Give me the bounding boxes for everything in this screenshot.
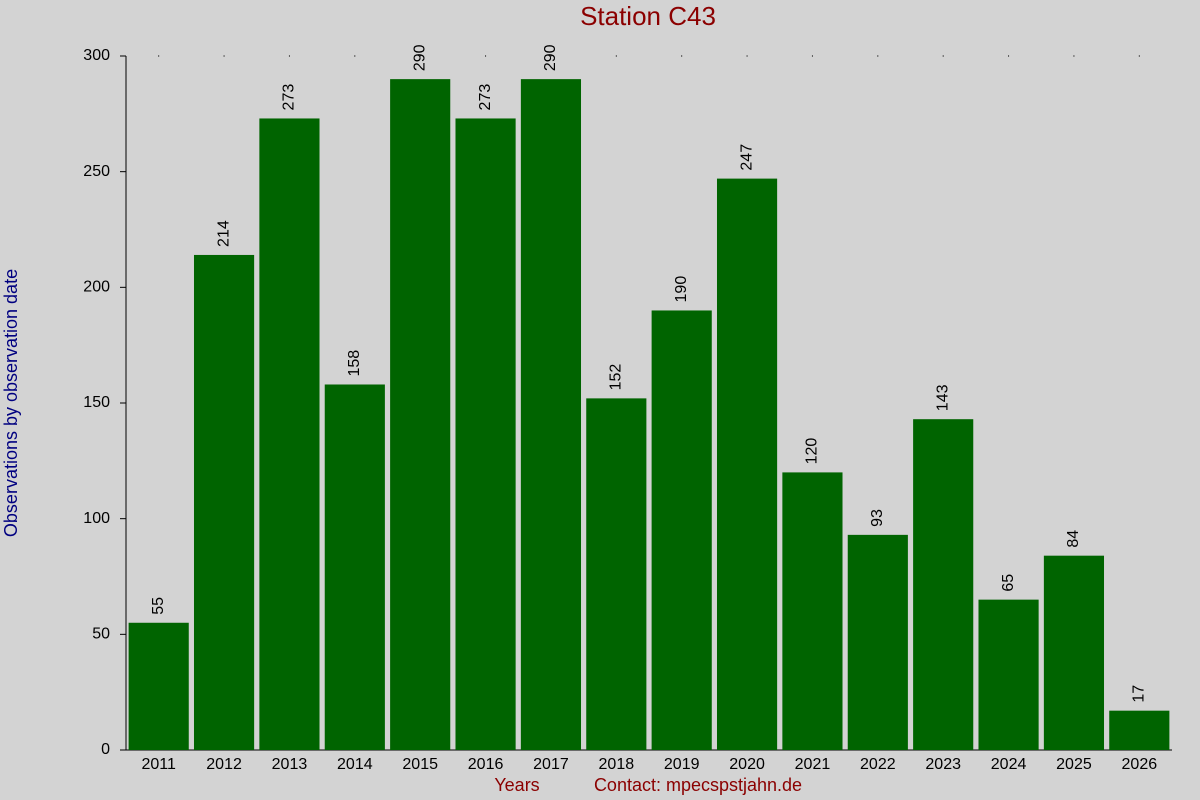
top-dot xyxy=(158,55,160,57)
x-tick-label: 2021 xyxy=(795,756,831,773)
x-tick-label: 2022 xyxy=(860,756,896,773)
bar xyxy=(847,534,908,750)
x-tick-label: 2013 xyxy=(272,756,308,773)
value-label: 65 xyxy=(1000,574,1017,592)
x-tick-label: 2016 xyxy=(468,756,504,773)
value-label: 143 xyxy=(934,384,951,411)
bar xyxy=(259,118,320,750)
x-tick-label: 2012 xyxy=(206,756,242,773)
x-axis-label: Years xyxy=(494,775,539,795)
y-tick-label: 100 xyxy=(83,510,110,527)
bar xyxy=(716,178,778,750)
bar xyxy=(978,599,1039,750)
x-tick-label: 2020 xyxy=(729,756,765,773)
value-label: 290 xyxy=(542,44,559,71)
x-tick-label: 2026 xyxy=(1122,756,1158,773)
x-tick-label: 2024 xyxy=(991,756,1027,773)
bar xyxy=(520,79,582,751)
value-label: 120 xyxy=(804,438,821,465)
bar xyxy=(193,254,255,751)
x-tick-label: 2011 xyxy=(141,756,176,773)
value-label: 247 xyxy=(738,144,755,171)
top-dot xyxy=(746,55,748,57)
bar xyxy=(455,118,516,750)
value-label: 55 xyxy=(150,597,167,615)
bar xyxy=(324,384,385,750)
top-dot xyxy=(877,55,879,57)
contact: Contact: mpecspstjahn.de xyxy=(594,775,802,795)
y-tick-label: 300 xyxy=(83,47,110,64)
value-label: 290 xyxy=(411,44,428,71)
value-label: 17 xyxy=(1131,685,1148,703)
y-tick-label: 50 xyxy=(92,626,110,643)
top-dot xyxy=(681,55,683,57)
top-dot xyxy=(419,55,421,57)
value-label: 93 xyxy=(869,509,886,527)
y-tick-label: 200 xyxy=(83,279,110,296)
bar xyxy=(651,310,712,750)
x-tick-label: 2025 xyxy=(1056,756,1092,773)
top-dot xyxy=(942,55,944,57)
y-tick-label: 250 xyxy=(83,163,110,180)
bar xyxy=(913,419,974,750)
chart-title: Station C43 xyxy=(580,1,716,31)
top-dot xyxy=(223,55,225,57)
x-tick-label: 2018 xyxy=(599,756,635,773)
top-dot xyxy=(288,55,291,57)
bar xyxy=(1043,555,1105,750)
value-label: 84 xyxy=(1065,530,1082,548)
y-tick-label: 150 xyxy=(83,394,110,411)
top-dot xyxy=(1007,55,1010,57)
x-tick-label: 2014 xyxy=(337,756,373,773)
top-dot xyxy=(550,55,552,57)
value-label: 152 xyxy=(608,364,625,391)
value-label: 158 xyxy=(346,350,363,377)
top-dot xyxy=(1073,55,1075,57)
value-label: 214 xyxy=(215,220,232,247)
bar xyxy=(782,472,843,750)
y-tick-label: 0 xyxy=(101,741,110,758)
x-tick-label: 2015 xyxy=(402,756,438,773)
bar xyxy=(128,622,189,750)
bar xyxy=(586,398,647,750)
y-axis-label: Observations by observation date xyxy=(1,269,21,537)
bar xyxy=(390,79,451,751)
top-dot xyxy=(1138,55,1140,57)
top-dot xyxy=(484,55,487,57)
x-tick-label: 2019 xyxy=(664,756,700,773)
x-tick-label: 2017 xyxy=(533,756,569,773)
x-tick-label: 2023 xyxy=(925,756,961,773)
value-label: 273 xyxy=(281,84,298,111)
value-label: 190 xyxy=(673,276,690,303)
top-dot xyxy=(354,55,356,57)
top-dot xyxy=(811,55,814,57)
bar xyxy=(1109,710,1170,750)
value-label: 273 xyxy=(477,84,494,111)
top-dot xyxy=(615,55,617,57)
